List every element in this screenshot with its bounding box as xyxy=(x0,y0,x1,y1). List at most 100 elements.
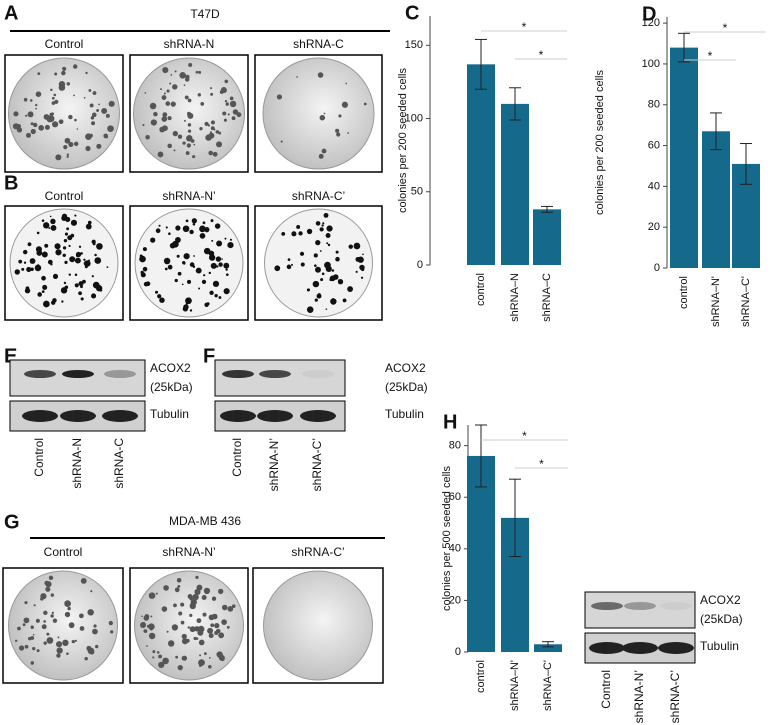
colony xyxy=(325,233,331,238)
colony xyxy=(161,606,168,612)
colony xyxy=(41,624,47,630)
colony xyxy=(32,122,38,128)
colony xyxy=(218,588,224,595)
colony xyxy=(21,267,25,271)
colony xyxy=(64,600,71,607)
colony xyxy=(213,128,216,131)
colony xyxy=(141,615,143,618)
colony xyxy=(32,647,36,651)
colony xyxy=(227,241,234,249)
colony xyxy=(319,250,322,252)
colony xyxy=(225,268,228,271)
colony xyxy=(38,250,42,254)
colony xyxy=(62,246,67,250)
colony xyxy=(52,298,57,303)
colony xyxy=(92,628,98,635)
x-tick-label: shRNA–N' xyxy=(509,660,521,711)
colony xyxy=(75,251,82,258)
colony xyxy=(178,611,183,616)
lane-label: Control xyxy=(599,670,613,709)
colony xyxy=(22,249,28,255)
colony xyxy=(67,606,71,611)
colony xyxy=(218,632,225,639)
colony xyxy=(214,293,218,298)
colony xyxy=(41,290,45,294)
colony xyxy=(161,95,167,101)
colony xyxy=(40,597,44,601)
colony xyxy=(107,125,114,132)
colony xyxy=(361,267,365,272)
colony xyxy=(51,611,54,615)
colony xyxy=(188,62,193,67)
colony xyxy=(321,272,325,276)
colony xyxy=(298,231,303,236)
plate xyxy=(262,57,375,170)
colony xyxy=(203,587,211,595)
colony xyxy=(203,247,211,255)
colony xyxy=(73,141,79,147)
colony xyxy=(363,102,367,106)
colony xyxy=(24,644,29,649)
colony xyxy=(176,577,182,583)
colony xyxy=(166,89,170,93)
colony xyxy=(229,238,233,241)
bar xyxy=(467,455,495,652)
colony xyxy=(106,266,109,269)
colony xyxy=(35,107,37,110)
colony xyxy=(62,66,67,71)
colony xyxy=(105,113,110,118)
colony xyxy=(320,278,324,282)
plate-label: shRNA-C’ xyxy=(291,545,344,559)
colony xyxy=(211,239,214,242)
colony xyxy=(88,89,92,92)
colony xyxy=(36,649,40,653)
colony xyxy=(199,654,202,657)
colony xyxy=(42,284,48,290)
colony xyxy=(43,610,48,616)
y-tick-label: 120 xyxy=(642,17,660,29)
colony xyxy=(192,155,196,159)
x-tick-label: shRNA–C xyxy=(541,273,553,322)
colony xyxy=(156,651,160,654)
colony xyxy=(325,265,332,273)
colony xyxy=(23,261,27,264)
colony xyxy=(186,143,191,148)
colony xyxy=(51,96,55,100)
colony xyxy=(78,291,82,296)
colony xyxy=(281,231,286,236)
colony xyxy=(321,224,324,227)
colony xyxy=(80,578,87,584)
blot-label: ACOX2 xyxy=(700,593,741,607)
colony xyxy=(28,636,32,641)
colony xyxy=(201,279,207,285)
colony xyxy=(182,225,190,233)
colony xyxy=(174,587,180,593)
colony xyxy=(50,88,53,92)
colony xyxy=(205,134,212,141)
colony xyxy=(204,302,209,307)
y-tick-label: 50 xyxy=(411,186,423,198)
colony xyxy=(150,237,156,243)
band xyxy=(624,602,656,610)
colony xyxy=(167,116,172,121)
colony xyxy=(183,84,186,87)
colony xyxy=(185,74,190,80)
colony xyxy=(177,664,183,671)
colony xyxy=(177,271,182,276)
colony xyxy=(312,280,320,288)
colony xyxy=(225,102,229,106)
colony xyxy=(336,132,341,137)
colony xyxy=(329,278,333,281)
colony xyxy=(202,221,206,225)
colony xyxy=(58,119,64,125)
colony xyxy=(322,222,325,225)
colony xyxy=(91,293,97,299)
colony xyxy=(108,620,113,626)
colony xyxy=(225,273,229,277)
colony xyxy=(222,111,227,116)
colony xyxy=(221,258,223,260)
colony xyxy=(68,622,75,629)
colony xyxy=(187,129,192,133)
significance-label: * xyxy=(723,21,728,35)
colony xyxy=(177,134,183,139)
